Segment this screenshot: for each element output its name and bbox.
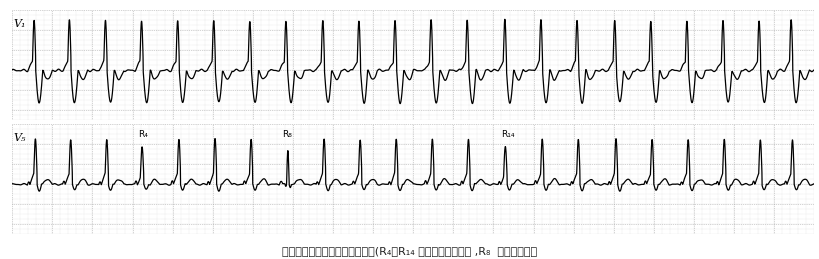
Text: V₅: V₅ (14, 133, 26, 143)
Text: R₈: R₈ (283, 130, 292, 139)
Text: R₁₄: R₁₄ (501, 130, 514, 139)
Text: 预激综合征合并快速型心房颤动(R₄、R₁₄ 为部分性预激波形 ,R₈  为正常波形）: 预激综合征合并快速型心房颤动(R₄、R₁₄ 为部分性预激波形 ,R₈ 为正常波形… (282, 246, 537, 256)
Text: V₁: V₁ (14, 19, 26, 29)
Text: R₄: R₄ (138, 130, 148, 139)
